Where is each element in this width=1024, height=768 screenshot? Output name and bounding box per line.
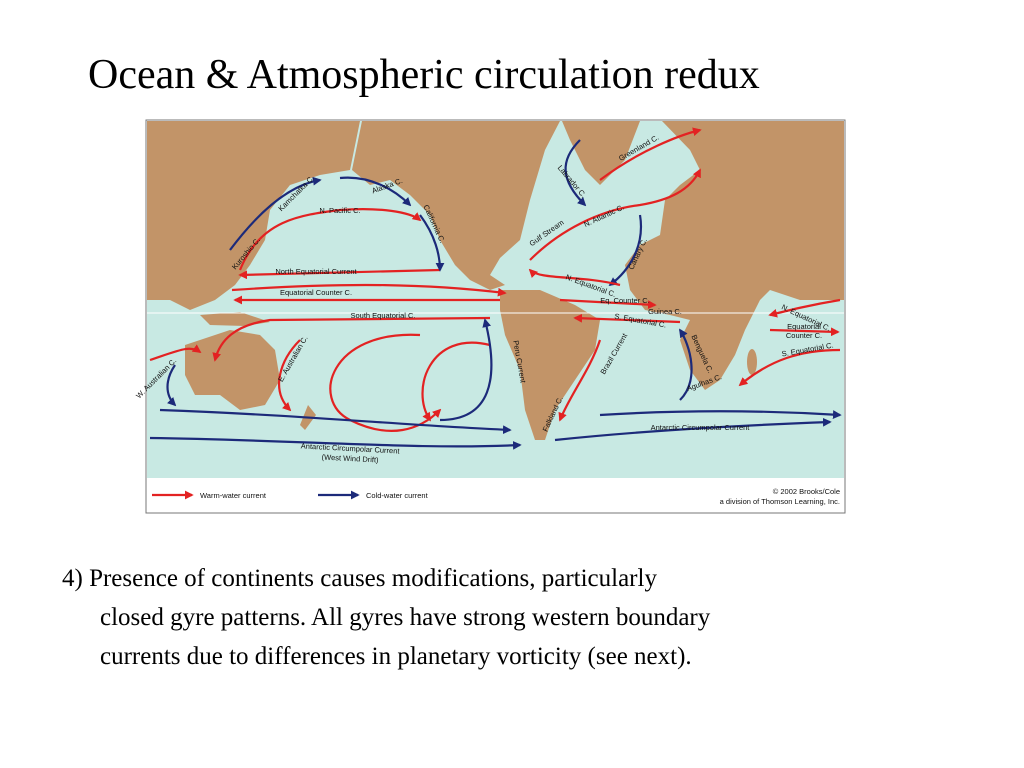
current-label: Antarctic Circumpolar Current	[651, 423, 751, 432]
credit: © 2002 Brooks/Cole	[773, 487, 840, 496]
legend-cold: Cold-water current	[366, 491, 429, 500]
current-label: Equatorial	[787, 322, 821, 331]
current-label: North Equatorial Current	[275, 267, 357, 276]
current-label: South Equatorial C.	[350, 311, 415, 320]
title: Ocean & Atmospheric circulation redux	[88, 52, 760, 98]
body-line: 4) Presence of continents causes modific…	[62, 565, 657, 592]
current-label: (West Wind Drift)	[321, 453, 379, 465]
current-label: N. Pacific C.	[319, 206, 360, 215]
legend-warm: Warm-water current	[200, 491, 267, 500]
body-line: closed gyre patterns. All gyres have str…	[100, 604, 711, 631]
currents	[149, 127, 842, 450]
current-label: Guinea C.	[648, 307, 682, 316]
current-label: Equatorial Counter C.	[280, 288, 352, 297]
map: Greenland C.Labrador C.Kamchatka C. Alask…	[134, 119, 846, 514]
current-label: Eq. Counter C.	[600, 296, 650, 305]
body-line: currents due to differences in planetary…	[100, 643, 692, 670]
credit: a division of Thomson Learning, Inc.	[720, 497, 840, 506]
current-label: Counter C.	[786, 331, 822, 340]
land	[147, 121, 844, 440]
